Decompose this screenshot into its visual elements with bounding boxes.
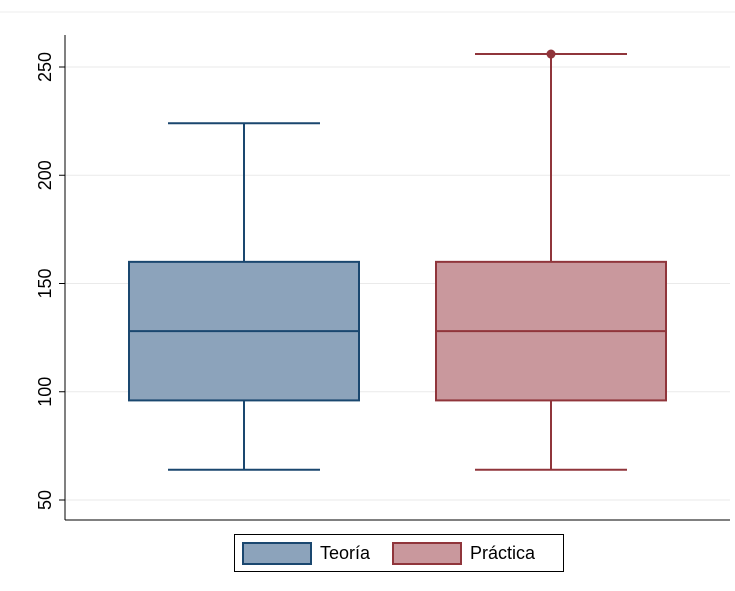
legend-item-practica: Práctica <box>392 541 536 565</box>
outlier-practica-0 <box>546 49 556 59</box>
legend-item-teoria: Teoría <box>242 541 371 565</box>
y-tick-label-100: 100 <box>35 377 55 407</box>
boxes <box>128 49 667 471</box>
axes <box>64 35 730 521</box>
y-tick-label-50: 50 <box>35 490 55 510</box>
box-teoria <box>128 122 360 471</box>
gridlines <box>0 11 735 501</box>
y-axis-ticks: 50 100 150 200 250 <box>35 52 65 510</box>
legend: Teoría Práctica <box>234 534 564 572</box>
y-tick-label-150: 150 <box>35 268 55 298</box>
legend-label-practica: Práctica <box>470 542 536 563</box>
box-practica <box>435 49 667 471</box>
y-tick-label-200: 200 <box>35 160 55 190</box>
y-tick-label-250: 250 <box>35 52 55 82</box>
legend-key-teoria <box>242 541 312 565</box>
legend-key-practica <box>392 541 463 565</box>
legend-label-teoria: Teoría <box>320 542 371 563</box>
